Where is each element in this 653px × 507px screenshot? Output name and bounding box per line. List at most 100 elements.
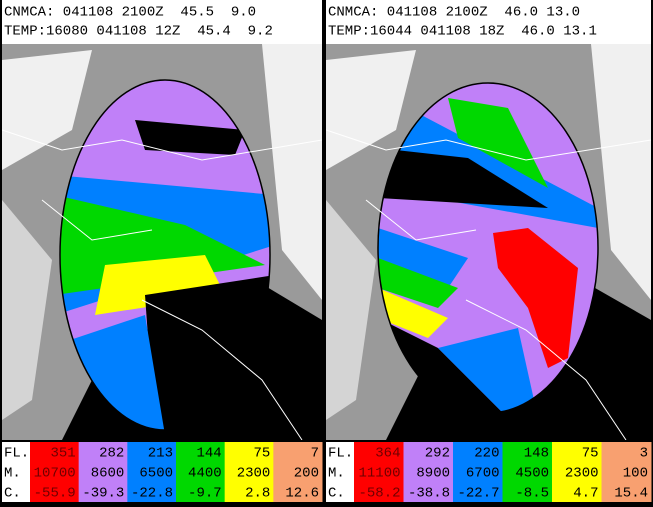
band-yellow (378, 288, 448, 338)
legend-cell (502, 462, 553, 482)
legend-value: 148 (524, 446, 549, 462)
legend-value: 2.8 (245, 486, 270, 502)
legend-cell (273, 442, 323, 462)
legend-value: 213 (148, 446, 173, 462)
legend-cell (224, 482, 274, 502)
storm-area (378, 83, 598, 413)
legend-row-label: M. (328, 466, 345, 482)
legend-cell (403, 482, 454, 502)
legend-value: 2300 (237, 466, 271, 482)
legend-row-label: FL. (328, 446, 353, 462)
legend-value: 4400 (188, 466, 222, 482)
panel: CNMCA: 041108 2100Z 45.5 9.0 TEMP:16080 0… (2, 0, 323, 502)
legend-value: 4500 (515, 466, 549, 482)
legend-cell (30, 442, 80, 462)
band-green (378, 258, 458, 308)
legend-label-bg (2, 442, 30, 462)
legend-cell (453, 462, 503, 482)
legend-value: 7 (311, 446, 319, 462)
legend-value: 3 (640, 446, 648, 462)
band-blue (378, 228, 468, 288)
band-red (493, 228, 578, 368)
legend-label-bg (2, 462, 30, 482)
domain-outline (377, 82, 599, 414)
legend-cell (176, 482, 226, 502)
legend-value: 75 (254, 446, 271, 462)
band-black (135, 120, 245, 155)
legend-cell (552, 462, 602, 482)
legend-value: 282 (99, 446, 124, 462)
legend-cell (273, 482, 323, 502)
legend-value: -22.7 (457, 486, 499, 502)
legend-cell (403, 442, 454, 462)
legend-row-label: FL. (4, 446, 29, 462)
legend-value: 8900 (416, 466, 450, 482)
legend-cell (502, 442, 553, 462)
legend-value: 220 (474, 446, 499, 462)
legend-value: 8600 (91, 466, 125, 482)
legend-cell (78, 462, 128, 482)
legend-value: 15.4 (614, 486, 648, 502)
legend-row-label: M. (4, 466, 21, 482)
panel: CNMCA: 041108 2100Z 46.0 13.0 TEMP:16044 … (326, 0, 652, 502)
legend-cell (224, 462, 274, 482)
legend-cell (127, 462, 177, 482)
legend: FL. 351 282 213 144 75 7 M. 10700 8600 6500 4400 230… (2, 442, 323, 502)
header-line: CNMCA: 041108 2100Z 46.0 13.0 (328, 5, 580, 21)
legend-value: 292 (425, 446, 450, 462)
legend-value: 351 (50, 446, 75, 462)
band-blue (438, 328, 538, 413)
legend-value: -9.7 (188, 486, 222, 502)
legend-value: 6500 (139, 466, 173, 482)
legend-cell (127, 482, 177, 502)
cloud-white (2, 44, 322, 300)
legend-cell (502, 482, 553, 502)
legend-value: 100 (623, 466, 648, 482)
legend-value: -55.9 (34, 486, 76, 502)
legend-cell (176, 442, 226, 462)
legend-cell (224, 442, 274, 462)
legend: FL. 364 292 220 148 75 3 M. 11100 8900 6700 4500 230… (326, 442, 652, 502)
legend-cell (453, 482, 503, 502)
legend-label-bg (326, 442, 354, 462)
legend-cell (552, 442, 602, 462)
legend-row-label: C. (4, 486, 21, 502)
legend-value: 75 (582, 446, 599, 462)
legend-value: 364 (375, 446, 400, 462)
legend-cell (601, 442, 652, 462)
map (326, 44, 651, 440)
border-lines (2, 129, 322, 440)
legend-cell (354, 462, 404, 482)
legend-label-bg (2, 482, 30, 502)
band-black (378, 148, 548, 208)
legend-value: -22.8 (131, 486, 173, 502)
legend-cell (78, 482, 128, 502)
domain-outline (59, 79, 271, 431)
legend-value: -39.3 (82, 486, 124, 502)
legend-cell (453, 442, 503, 462)
legend-cell (403, 462, 454, 482)
legend-cell (601, 462, 652, 482)
legend-value: 144 (196, 446, 221, 462)
legend-cell (127, 442, 177, 462)
legend-value: 12.6 (285, 486, 319, 502)
legend-cell (354, 442, 404, 462)
header-bg (326, 0, 651, 44)
legend-value: 6700 (466, 466, 500, 482)
legend-value: -58.2 (358, 486, 400, 502)
header-line: CNMCA: 041108 2100Z 45.5 9.0 (4, 5, 256, 21)
header-line: TEMP:16080 041108 12Z 45.4 9.2 (4, 24, 273, 40)
legend-cell (354, 482, 404, 502)
border-lines (326, 129, 651, 440)
legend-cell (552, 482, 602, 502)
legend-cell (30, 482, 80, 502)
legend-value: 2300 (565, 466, 599, 482)
legend-value: -8.5 (515, 486, 549, 502)
legend-value: 10700 (34, 466, 76, 482)
map (2, 44, 322, 440)
legend-value: 200 (294, 466, 319, 482)
legend-value: 4.7 (573, 486, 598, 502)
legend-cell (601, 482, 652, 502)
cloud-white (326, 44, 651, 300)
